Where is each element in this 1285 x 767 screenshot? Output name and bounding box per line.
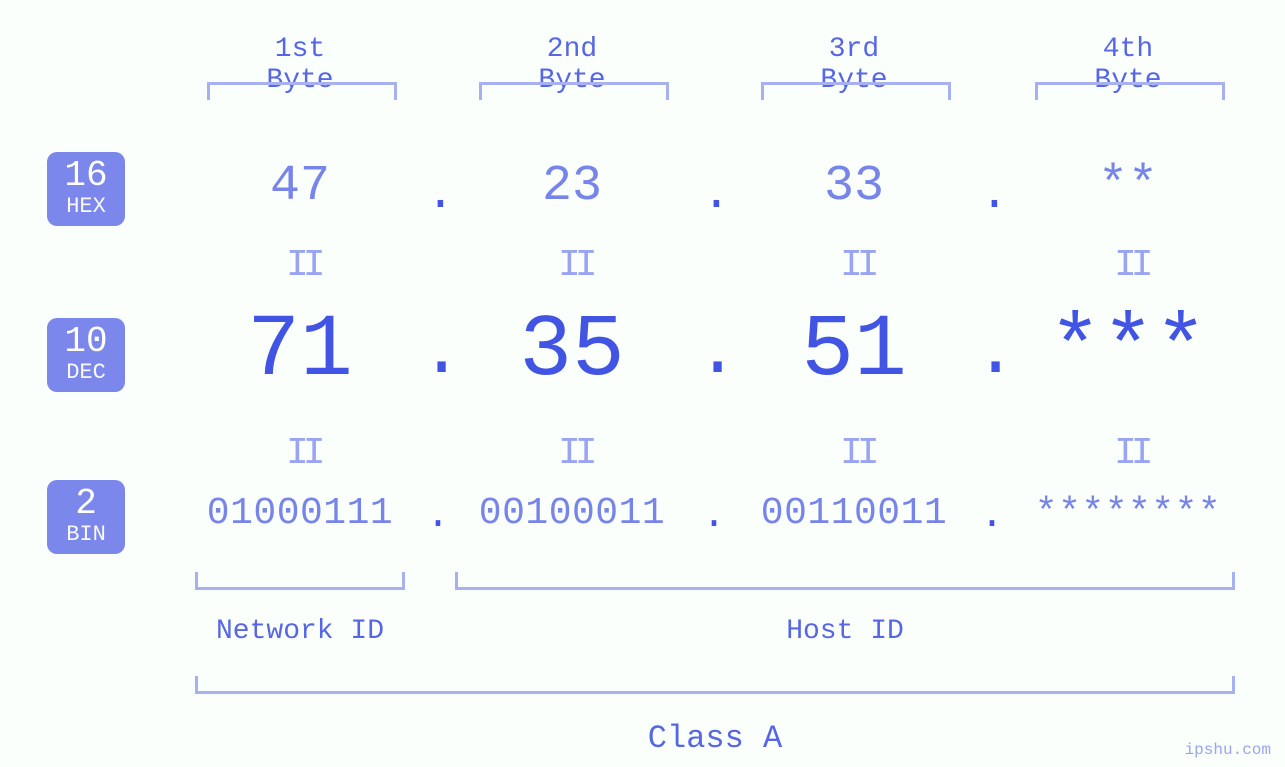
badge-hex-base: 16: [47, 158, 125, 194]
byte-bracket-3: [761, 82, 951, 100]
bin-dot-2: .: [702, 494, 726, 539]
class-label: Class A: [195, 720, 1235, 757]
hex-dot-1: .: [426, 168, 455, 222]
badge-dec-base: 10: [47, 324, 125, 360]
badge-bin-base: 2: [47, 486, 125, 522]
byte-bracket-2: [479, 82, 669, 100]
eq-hex-dec-2: II: [558, 244, 592, 287]
class-bracket: [195, 676, 1235, 694]
watermark: ipshu.com: [1185, 741, 1271, 759]
eq-hex-dec-4: II: [1114, 244, 1148, 287]
dec-byte-1: 71: [195, 302, 405, 401]
eq-dec-bin-1: II: [286, 432, 320, 475]
eq-dec-bin-3: II: [840, 432, 874, 475]
hex-dot-2: .: [702, 168, 731, 222]
network-id-bracket: [195, 572, 405, 590]
dec-dot-3: .: [974, 312, 1017, 394]
bin-byte-2: 00100011: [452, 492, 692, 535]
badge-hex: 16 HEX: [47, 152, 125, 226]
dec-byte-2: 35: [467, 302, 677, 401]
badge-hex-label: HEX: [47, 196, 125, 218]
badge-bin-label: BIN: [47, 524, 125, 546]
hex-byte-4: **: [1023, 158, 1233, 215]
host-id-label: Host ID: [455, 616, 1235, 647]
eq-hex-dec-1: II: [286, 244, 320, 287]
host-id-bracket: [455, 572, 1235, 590]
bin-byte-4: ********: [1008, 492, 1248, 535]
bin-byte-1: 01000111: [180, 492, 420, 535]
badge-dec-label: DEC: [47, 362, 125, 384]
byte-bracket-1: [207, 82, 397, 100]
dec-dot-2: .: [696, 312, 739, 394]
network-id-label: Network ID: [195, 616, 405, 647]
bin-dot-3: .: [980, 494, 1004, 539]
hex-dot-3: .: [980, 168, 1009, 222]
hex-byte-3: 33: [749, 158, 959, 215]
byte-bracket-4: [1035, 82, 1225, 100]
bin-dot-1: .: [426, 494, 450, 539]
badge-bin: 2 BIN: [47, 480, 125, 554]
dec-byte-4: ***: [1023, 302, 1233, 401]
hex-byte-1: 47: [195, 158, 405, 215]
dec-byte-3: 51: [749, 302, 959, 401]
bin-byte-3: 00110011: [734, 492, 974, 535]
badge-dec: 10 DEC: [47, 318, 125, 392]
eq-dec-bin-2: II: [558, 432, 592, 475]
hex-byte-2: 23: [467, 158, 677, 215]
eq-dec-bin-4: II: [1114, 432, 1148, 475]
dec-dot-1: .: [420, 312, 463, 394]
eq-hex-dec-3: II: [840, 244, 874, 287]
